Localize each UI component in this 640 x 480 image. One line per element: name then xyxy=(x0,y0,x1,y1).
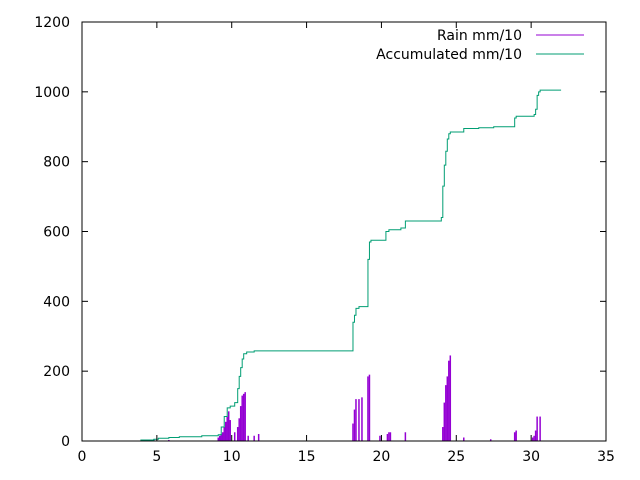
legend-rain-label: Rain mm/10 xyxy=(437,28,522,44)
y-tick-label: 0 xyxy=(61,434,70,450)
y-tick-label: 800 xyxy=(43,155,70,171)
x-tick-label: 0 xyxy=(78,449,87,465)
x-tick-label: 20 xyxy=(373,449,391,465)
x-tick-label: 35 xyxy=(597,449,615,465)
legend: Rain mm/10 Accumulated mm/10 xyxy=(376,28,584,63)
x-tick-label: 5 xyxy=(152,449,161,465)
legend-accumulated-label: Accumulated mm/10 xyxy=(376,47,522,63)
y-tick-label: 200 xyxy=(43,364,70,380)
y-tick-label: 400 xyxy=(43,294,70,310)
y-tick-label: 1000 xyxy=(34,85,70,101)
accumulated-line xyxy=(140,89,562,441)
x-tick-label: 25 xyxy=(447,449,465,465)
axis-ticks: 0 5 10 15 20 25 30 35 0 200 400 600 800 1000 1200 xyxy=(34,15,615,465)
x-tick-label: 30 xyxy=(522,449,540,465)
rain-impulses xyxy=(153,355,541,441)
x-tick-label: 10 xyxy=(223,449,241,465)
plot-frame xyxy=(81,21,607,442)
y-tick-label: 1200 xyxy=(34,15,70,31)
y-tick-label: 600 xyxy=(43,225,70,241)
accumulated-line-layer xyxy=(140,89,562,441)
x-tick-label: 15 xyxy=(298,449,316,465)
